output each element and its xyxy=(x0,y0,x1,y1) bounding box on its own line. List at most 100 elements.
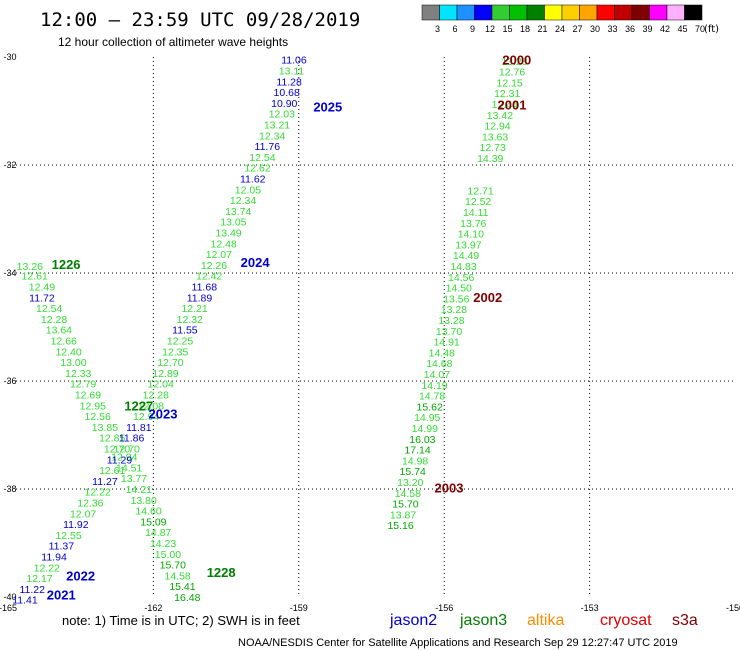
colorbar-swatch xyxy=(439,4,458,21)
jason2-swh-point: 12.26 xyxy=(201,260,227,272)
jason3-swh-point: 12.95 xyxy=(80,400,106,412)
jason3-swh-point: 14.48 xyxy=(429,347,455,359)
jason3-swh-point: 16.48 xyxy=(174,592,200,604)
jason3-swh-point: 15.00 xyxy=(155,549,181,561)
colorbar: 3 6 9 12 15 18 21 24 27 30 33 36 39 42 45 70 xyxy=(421,4,705,34)
colorbar-swatch xyxy=(666,4,685,21)
jason3-swh-point: 12.85 xyxy=(99,433,125,445)
jason3-swh-point: 13.28 xyxy=(501,56,527,68)
jason3-swh-point: 13.70 xyxy=(436,326,462,338)
jason2-swh-point: 13.74 xyxy=(225,206,251,218)
jason2-swh-point: 12.22 xyxy=(85,487,111,499)
jason2-swh-point: 12.21 xyxy=(181,303,207,315)
x-tick-label: -159 xyxy=(290,603,308,613)
jason2-swh-point: 12.36 xyxy=(77,498,103,510)
jason3-swh-point: 13.20 xyxy=(397,477,423,489)
jason3-swh-point: 14.98 xyxy=(402,455,428,467)
colorbar-swatch xyxy=(631,4,650,21)
jason3-swh-point: 15.70 xyxy=(160,560,186,572)
y-tick-label: -32 xyxy=(3,160,16,170)
time-label: 1227 xyxy=(124,398,153,413)
jason2-swh-point: 11.89 xyxy=(187,292,213,304)
jason3-swh-point: 12.71 xyxy=(467,185,493,197)
colorbar-tick-label: 27 xyxy=(572,24,582,34)
jason3-swh-point: 14.91 xyxy=(433,337,459,349)
jason2-swh-point: 13.49 xyxy=(215,228,241,240)
jason2-swh-point: 12.34 xyxy=(259,130,285,142)
jason2-swh-point: 12.03 xyxy=(269,109,295,121)
jason3-swh-point: 14.60 xyxy=(135,506,161,518)
x-tick-label: -162 xyxy=(144,603,162,613)
jason3-swh-point: 13.00 xyxy=(60,357,86,369)
jason2-swh-point: 11.37 xyxy=(49,541,75,553)
jason2-swh-point: 12.54 xyxy=(249,152,275,164)
colorbar-swatch xyxy=(509,4,528,21)
colorbar-tick-label: 18 xyxy=(520,24,530,34)
colorbar-tick-label: 15 xyxy=(502,24,512,34)
y-tick-label: -30 xyxy=(3,52,16,62)
jason3-swh-point: 14.58 xyxy=(164,570,190,582)
time-label: 2023 xyxy=(149,406,178,421)
jason3-swh-point: 12.52 xyxy=(465,196,491,208)
colorbar-tick-label: 9 xyxy=(470,24,475,34)
axis-tick-labels: -165 -162 -159 -156 -153 -150 -30 -32 -34 -36 -38 -… xyxy=(0,52,740,613)
jason2-swh-point: 11.72 xyxy=(29,292,55,304)
jason3-swh-point: 12.40 xyxy=(55,346,81,358)
legend-jason3: jason3 xyxy=(459,612,507,629)
jason3-swh-point: 13.63 xyxy=(482,131,508,143)
jason2-swh-point: 10.68 xyxy=(274,87,300,99)
jason3-swh-point: 12.61 xyxy=(22,271,48,283)
colorbar-tick-label: 3 xyxy=(435,24,440,34)
time-label: 2021 xyxy=(47,587,76,602)
footer-note: note: 1) Time is in UTC; 2) SWH is in fe… xyxy=(62,613,300,628)
colorbar-unit: (ft) xyxy=(704,24,719,35)
colorbar-swatch xyxy=(474,4,493,21)
jason2-swh-point: 13.11 xyxy=(279,66,305,78)
jason2-swh-point: 12.70 xyxy=(114,444,140,456)
jason2-swh-point: 12.48 xyxy=(211,238,237,250)
jason3-swh-point: 13.85 xyxy=(92,422,118,434)
jason3-swh-point: 15.09 xyxy=(140,516,166,528)
colorbar-tick-label: 6 xyxy=(452,24,457,34)
jason3-swh-point: 12.33 xyxy=(65,368,91,380)
grid xyxy=(8,57,735,597)
jason2-swh-point: 12.70 xyxy=(157,357,183,369)
jason2-swh-point: 11.94 xyxy=(41,552,67,564)
jason2-swh-point: 12.07 xyxy=(206,249,232,261)
legend-altika: altika xyxy=(527,612,564,629)
jason2-swh-point: 11.28 xyxy=(276,76,302,88)
jason2-swh-point: 12.62 xyxy=(244,163,270,175)
jason3-swh-point: 14.83 xyxy=(450,261,476,273)
time-label: 2022 xyxy=(66,568,95,583)
jason2-swh-point: 12.34 xyxy=(230,195,256,207)
jason2-swh-point: 13.21 xyxy=(264,120,290,132)
jason3-swh-point: 14.21 xyxy=(126,484,152,496)
colorbar-swatch xyxy=(456,4,475,21)
time-label: 2024 xyxy=(241,255,271,270)
jason2-swh-point: 11.29 xyxy=(107,454,133,466)
colorbar-tick-label: 70 xyxy=(695,24,705,34)
y-tick-label: -38 xyxy=(3,484,16,494)
jason3-swh-point: 14.68 xyxy=(426,358,452,370)
jason2-swh-point: 11.68 xyxy=(192,282,218,294)
x-tick-label: -150 xyxy=(726,603,740,613)
jason3-swh-point: 15.16 xyxy=(387,520,413,532)
data-points: 13.2812.7612.1512.3112.4413.4212.9413.63… xyxy=(12,55,528,607)
jason3-swh-point: 14.11 xyxy=(463,207,489,219)
jason3-swh-point: 14.49 xyxy=(453,250,479,262)
time-label: 2001 xyxy=(498,98,527,113)
jason3-swh-point: 12.94 xyxy=(111,452,137,464)
jason3-swh-point: 14.50 xyxy=(446,283,472,295)
jason3-swh-point: 14.87 xyxy=(145,527,171,539)
jason3-swh-point: 12.70 xyxy=(104,444,130,456)
colorbar-swatch xyxy=(526,4,545,21)
legend-s3a: s3a xyxy=(672,612,698,629)
y-tick-label: -40 xyxy=(3,592,16,602)
jason3-swh-point: 12.79 xyxy=(70,379,96,391)
jason2-swh-point: 11.81 xyxy=(126,422,152,434)
jason3-swh-point: 12.54 xyxy=(36,303,62,315)
jason2-swh-point: 13.05 xyxy=(220,217,246,229)
jason3-swh-point: 16.03 xyxy=(409,434,435,446)
jason2-swh-point: 12.35 xyxy=(162,346,188,358)
